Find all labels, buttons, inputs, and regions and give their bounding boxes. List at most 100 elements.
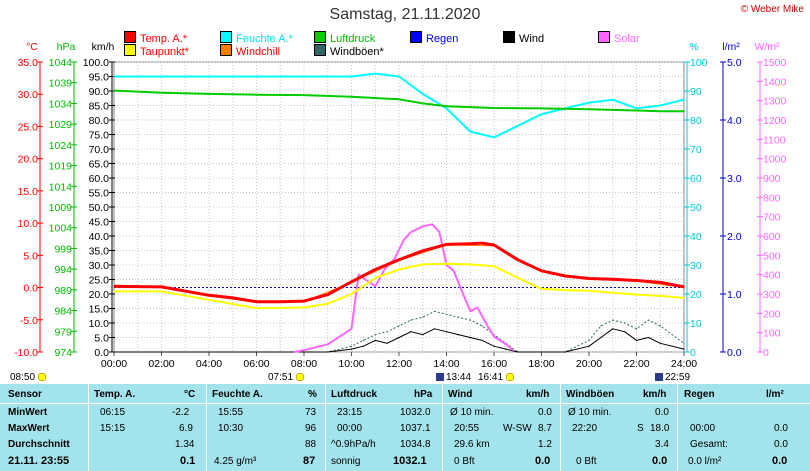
series-wind-point bbox=[659, 342, 661, 344]
series-windb-en-point bbox=[386, 331, 388, 333]
series-temp-a-point bbox=[517, 259, 519, 261]
pressure-tick-label: 1044 bbox=[49, 57, 73, 69]
series-solar-point bbox=[476, 306, 478, 309]
series-solar-point bbox=[462, 293, 464, 295]
temp-tick-label: 20.0 bbox=[18, 154, 39, 166]
series-taupunkt-point bbox=[374, 277, 376, 279]
series-taupunkt-point bbox=[540, 288, 543, 290]
series-luftdruck-point bbox=[398, 98, 400, 100]
series-windb-en-point bbox=[659, 325, 661, 327]
stats-cell: 23:15 bbox=[337, 407, 363, 418]
series-temp-a-point bbox=[350, 281, 353, 283]
legend-wind-swatch bbox=[503, 31, 515, 43]
legend-dewpoint: Taupunkt* bbox=[124, 44, 189, 58]
series-wind-point bbox=[588, 345, 590, 347]
time-mark-right: 22:59 bbox=[655, 372, 690, 383]
pressure-tick-label: 999 bbox=[54, 243, 72, 255]
legend-windchill-swatch bbox=[220, 44, 232, 56]
series-taupunkt-point bbox=[493, 265, 495, 267]
stats-cell: 6.9 bbox=[179, 423, 193, 434]
series-temp-a-point bbox=[374, 268, 376, 271]
stats-cell: 0.0 bbox=[538, 407, 552, 418]
series-feuchte-a-point bbox=[659, 104, 661, 107]
solar-tick-label: 1200 bbox=[763, 115, 787, 127]
stats-cell: 0.0 bbox=[652, 455, 668, 467]
series-feuchte-a-line bbox=[114, 72, 685, 139]
x-tick-label: 10:00 bbox=[338, 358, 364, 370]
series-taupunkt-point bbox=[398, 268, 400, 271]
stats-cell: ^0.9hPa/h bbox=[331, 439, 376, 450]
rain-tick-label: 2.0 bbox=[727, 231, 742, 243]
time-mark-left: 08:50 bbox=[10, 372, 47, 383]
series-luftdruck-point bbox=[350, 96, 353, 98]
series-feuchte-a-point bbox=[374, 73, 376, 75]
series-taupunkt-point bbox=[517, 277, 519, 279]
stats-cell: 8.7 bbox=[538, 423, 552, 434]
stats-divider bbox=[677, 384, 678, 471]
temp-tick-label: 15.0 bbox=[18, 186, 39, 198]
series-wind-point bbox=[635, 339, 638, 341]
series-feuchte-a-point bbox=[540, 113, 543, 115]
legend-pressure-label: Luftdruck bbox=[330, 33, 376, 45]
series-solar-point bbox=[493, 335, 495, 338]
series-wind-point bbox=[624, 331, 626, 333]
series-feuchte-a-point bbox=[445, 107, 448, 109]
series-feuchte-a-point bbox=[350, 75, 353, 78]
stats-divider bbox=[0, 403, 810, 404]
series-luftdruck-point bbox=[445, 105, 448, 107]
series-temp-a-point bbox=[683, 286, 685, 288]
humidity-tick-label: 70 bbox=[690, 144, 702, 156]
wind-tick-label: 80.0 bbox=[89, 115, 110, 127]
copyright-text: © Weber Mike bbox=[740, 4, 804, 15]
sun-end-icon bbox=[655, 373, 663, 381]
stats-header-temp: Temp. A. bbox=[94, 389, 136, 400]
series-temp-a-point bbox=[327, 294, 329, 296]
stats-cell: Ø 10 min. bbox=[568, 407, 612, 418]
series-windb-en-point bbox=[588, 339, 590, 341]
x-tick-label: 08:00 bbox=[291, 358, 317, 370]
rain-tick-label: 1.0 bbox=[727, 289, 742, 301]
stats-header-pressure-unit: hPa bbox=[414, 389, 433, 400]
series-solar-point bbox=[384, 268, 386, 270]
legend-dewpoint-swatch bbox=[124, 44, 136, 56]
wind-tick-label: 5.0 bbox=[94, 333, 109, 345]
series-temp-a-point bbox=[469, 243, 471, 245]
series-temp-a-point bbox=[232, 297, 234, 299]
series-solar-point bbox=[403, 239, 405, 241]
series-temp-a-point bbox=[422, 250, 424, 252]
x-tick-label: 16:00 bbox=[481, 358, 507, 370]
x-tick-label: 14:00 bbox=[433, 358, 459, 370]
legend-rain: Regen bbox=[410, 31, 458, 45]
solar-tick-label: 900 bbox=[763, 173, 781, 185]
series-wind-point bbox=[612, 328, 614, 330]
time-mark-sunrise: 07:51 bbox=[268, 372, 305, 383]
wind-tick-label: 30.0 bbox=[89, 260, 110, 272]
stats-cell: Ø 10 min. bbox=[450, 407, 494, 418]
wind-tick-label: 0.0 bbox=[94, 347, 109, 359]
series-luftdruck-point bbox=[635, 109, 638, 112]
series-solar-line bbox=[294, 223, 514, 353]
series-wind-point bbox=[505, 348, 507, 350]
series-wind-point bbox=[445, 331, 448, 333]
stats-row-label: MaxWert bbox=[8, 423, 50, 434]
stats-cell: 4.25 g/m³ bbox=[214, 456, 257, 467]
stats-header-pressure: Luftdruck bbox=[331, 389, 378, 400]
stats-cell: 15:15 bbox=[100, 423, 126, 434]
stats-header-temp-unit: °C bbox=[184, 389, 196, 400]
series-solar-point bbox=[512, 349, 514, 351]
series-temp-a-point bbox=[493, 244, 495, 246]
pressure-tick-label: 1034 bbox=[49, 98, 73, 110]
series-temp-a-point bbox=[445, 243, 448, 245]
series-solar-point bbox=[505, 343, 507, 345]
series-taupunkt-point bbox=[659, 295, 661, 297]
legend-humidity-swatch bbox=[220, 31, 232, 43]
series-windb-en-point bbox=[422, 316, 424, 318]
pressure-tick-label: 979 bbox=[54, 326, 72, 338]
series-windb-en-point bbox=[410, 319, 412, 321]
series-wind-point bbox=[600, 336, 602, 339]
series-feuchte-a-point bbox=[612, 99, 614, 101]
x-tick-label: 02:00 bbox=[148, 358, 174, 370]
series-taupunkt-point bbox=[445, 263, 448, 265]
stats-header-gusts: Windböen bbox=[566, 389, 615, 400]
pressure-tick-label: 984 bbox=[54, 306, 72, 318]
